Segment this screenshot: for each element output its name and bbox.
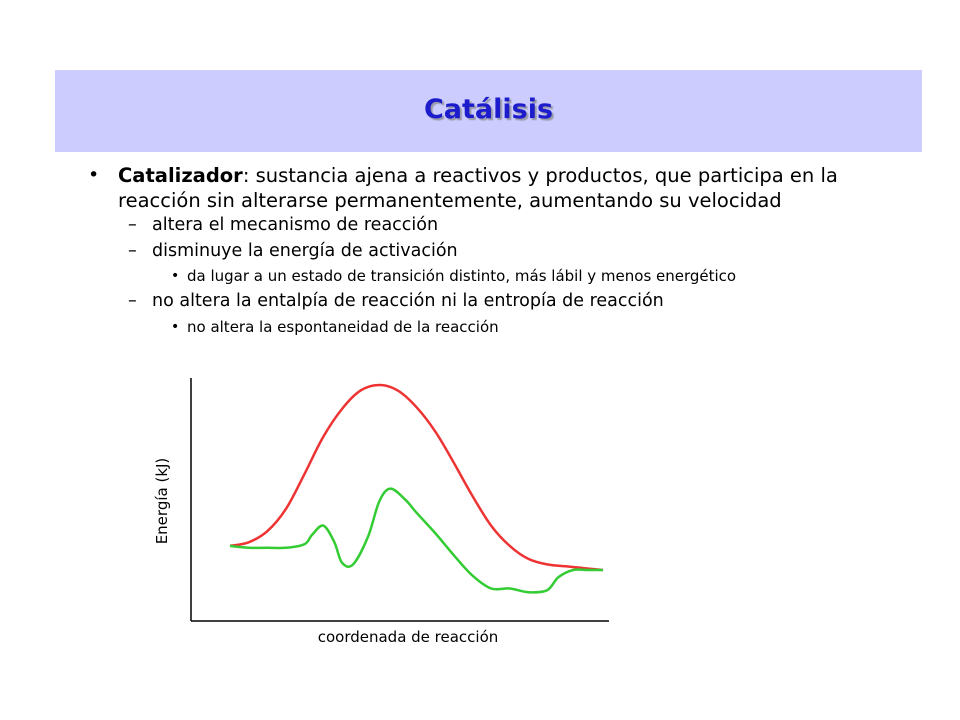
title-band: Catálisis (55, 70, 922, 152)
dash-icon: – (128, 240, 137, 261)
main-definition: : sustancia ajena a reactivos y producto… (118, 164, 838, 212)
sub-bullet-text: altera el mecanismo de reacción (152, 215, 439, 235)
small-dot-icon: • (171, 318, 180, 335)
x-axis-label: coordenada de reacción (318, 628, 499, 646)
slide-title: Catálisis (423, 94, 554, 125)
slide-body: • Catalizador: sustancia ajena a reactiv… (88, 163, 888, 340)
series-layer (229, 383, 604, 594)
sub-bullet: – altera el mecanismo de reacción (88, 213, 888, 239)
sub-sub-bullet: • no altera la espontaneidad de la reacc… (88, 315, 888, 340)
sub-bullet-text: disminuye la energía de activación (152, 240, 458, 261)
sub-sub-bullet: • da lugar a un estado de transición dis… (88, 264, 888, 289)
dash-icon: – (128, 291, 137, 311)
sub-bullet-text: no altera la entalpía de reacción ni la … (152, 291, 664, 311)
dash-icon: – (128, 215, 137, 235)
sub-sub-bullet-text: no altera la espontaneidad de la reacció… (187, 317, 499, 336)
main-bullet: • Catalizador: sustancia ajena a reactiv… (88, 163, 888, 213)
catalyzed-curve (229, 487, 603, 594)
small-dot-icon: • (171, 268, 180, 284)
energy-profile-chart: Energía (kJ) coordenada de reacción (153, 370, 609, 646)
bullet-dot-icon: • (88, 164, 100, 186)
y-axis-label: Energía (kJ) (153, 458, 171, 545)
sub-bullet: – no altera la entalpía de reacción ni l… (88, 289, 888, 315)
main-term: Catalizador (118, 164, 243, 187)
sub-bullet: – disminuye la energía de activación (88, 239, 888, 265)
uncatalyzed-curve (229, 383, 604, 572)
sub-sub-bullet-text: da lugar a un estado de transición disti… (187, 267, 737, 285)
